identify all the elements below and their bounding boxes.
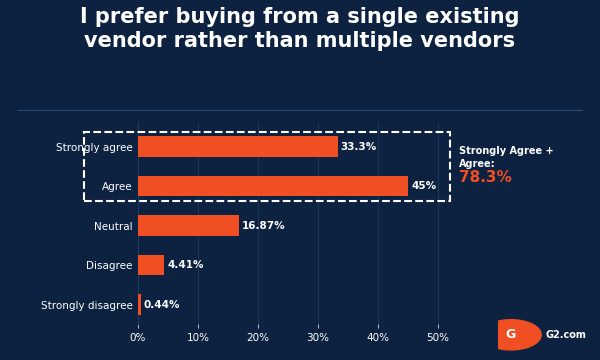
Bar [138,176,408,196]
Text: 0.44%: 0.44% [143,300,180,310]
Bar [138,136,338,157]
Text: 4.41%: 4.41% [167,260,204,270]
Bar [138,255,164,275]
Text: Strongly Agree +
Agree:: Strongly Agree + Agree: [459,146,554,169]
Text: 78.3%: 78.3% [459,170,512,185]
Text: 45%: 45% [411,181,436,191]
Text: G2.com: G2.com [545,330,586,340]
Text: 16.87%: 16.87% [242,221,286,230]
Text: G: G [506,328,516,341]
Bar [138,294,140,315]
Bar [138,215,239,236]
Text: I prefer buying from a single existing
vendor rather than multiple vendors: I prefer buying from a single existing v… [80,7,520,51]
Text: 33.3%: 33.3% [341,141,377,152]
Circle shape [481,320,541,350]
